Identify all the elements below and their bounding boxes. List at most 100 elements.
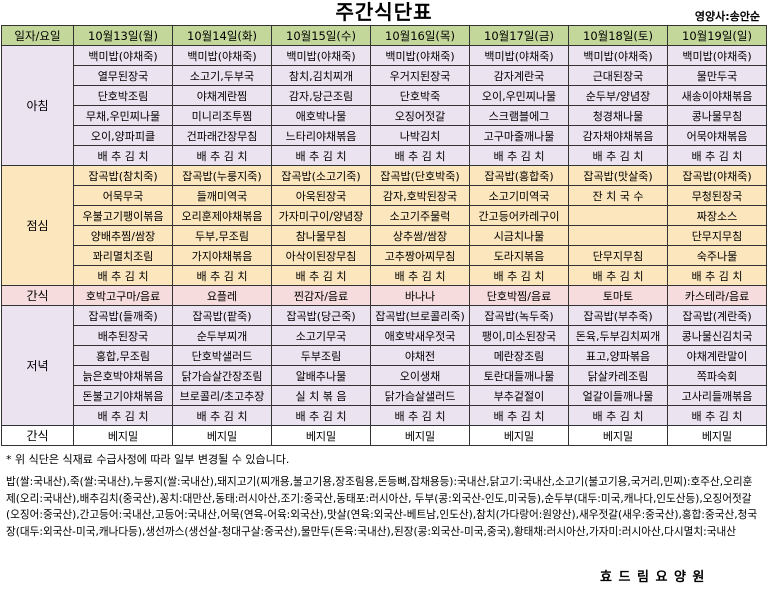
menu-row: 아침 백미밥(야채죽) 백미밥(야채죽) 백미밥(야채죽) 백미밥(야채죽) 백미밥(야채… (1, 45, 767, 166)
menu-cell: 잡곡밥(누룽지죽) (172, 165, 272, 186)
menu-cell: 잔 치 국 수 (568, 185, 668, 206)
menu-cell: 감자,호박된장국 (370, 185, 470, 206)
menu-cell: 배 추 김 치 (469, 405, 569, 426)
menu-cell: 애호박나물 (271, 105, 371, 126)
menu-cell: 배 추 김 치 (271, 265, 371, 286)
menu-cell: 실 치 볶 음 (271, 385, 371, 406)
menu-row: 오이,양파피클 건파래간장무침 느타리야채볶음 나박김치 고구마줄깨나물 감자채야채볶음 어… (2, 125, 767, 146)
menu-cell: 배 추 김 치 (271, 405, 371, 426)
menu-cell: 꽈리멸치조림 (73, 245, 173, 266)
menu-row: 우불고기팽이볶음 오리훈제야채볶음 가자미구이/양념장 소고기주물럭 간고등어카레구이 짜… (2, 205, 767, 226)
menu-cell: 부추겉절이 (469, 385, 569, 406)
menu-row: 무채,우민찌나물 미니리조투찜 애호박나물 오징어젓갈 스크램블에그 청경채나물 콩나물무침 (2, 105, 767, 126)
menu-cell: 상추쌈/쌈장 (370, 225, 470, 246)
menu-cell: 야채계란찜 (172, 85, 272, 106)
menu-row: 어묵무국 들깨미역국 아욱된장국 감자,호박된장국 소고기미역국 잔 치 국 수 무청된장국 (2, 185, 767, 206)
menu-cell: 홍합,무조림 (73, 345, 173, 366)
menu-row: 간식 호박고구마/음료 요플레 찐감자/음료 바나나 단호박찜/음료 토마토 카스테라/음료 (1, 285, 767, 306)
menu-cell: 야채계란말이 (667, 345, 767, 366)
menu-cell: 콩나물신김치국 (667, 325, 767, 346)
menu-cell: 카스테라/음료 (667, 285, 767, 306)
menu-cell: 오이생채 (370, 365, 470, 386)
menu-row: 열무된장국 소고기,두부국 참치,김치찌개 우거지된장국 감자계란국 근대된장국 물만두국 (2, 65, 767, 86)
meal-label: 아침 (1, 45, 74, 166)
menu-cell: 간고등어카레구이 (469, 205, 569, 226)
footer: 효 드 림 요 양 원 (600, 570, 706, 585)
menu-row: 단호박조림 야채계란찜 감자,당근조림 단호박죽 오이,우민찌나물 순두부/양념장 새송이야… (2, 85, 767, 106)
header-cell: 10월15일(수) (271, 25, 371, 46)
menu-cell: 느타리야채볶음 (271, 125, 371, 146)
menu-cell: 배 추 김 치 (667, 265, 767, 286)
menu-cell: 쪽파숙회 (667, 365, 767, 386)
menu-cell: 배 추 김 치 (568, 405, 668, 426)
menu-cell: 잡곡밥(홍합죽) (469, 165, 569, 186)
menu-cell: 배 추 김 치 (73, 145, 173, 166)
menu-cell: 잡곡밥(브로콜리죽) (370, 305, 470, 326)
menu-cell: 물만두국 (667, 65, 767, 86)
menu-cell: 도라지볶음 (469, 245, 569, 266)
menu-cell: 시금치나물 (469, 225, 569, 246)
note: * 위 식단은 식재료 수급사정에 따라 일부 변경될 수 있습니다. (6, 453, 290, 466)
menu-cell: 토란대들깨나물 (469, 365, 569, 386)
menu-cell: 짜장소스 (667, 205, 767, 226)
menu-cell: 배 추 김 치 (667, 145, 767, 166)
menu-cell: 닭가슴살샐러드 (370, 385, 470, 406)
menu-cell: 청경채나물 (568, 105, 668, 126)
menu-cell: 돈불고기야채볶음 (73, 385, 173, 406)
title: 주간식단표 (335, 0, 433, 24)
menu-cell: 아삭이된장무침 (271, 245, 371, 266)
menu-cell: 야채전 (370, 345, 470, 366)
menu-cell: 숙주나물 (667, 245, 767, 266)
menu-cell: 오이,우민찌나물 (469, 85, 569, 106)
menu-cell: 닭살카레조림 (568, 365, 668, 386)
menu-cell: 찐감자/음료 (271, 285, 371, 306)
menu-row: 꽈리멸치조림 가지야채볶음 아삭이된장무침 고추짱아찌무침 도라지볶음 단무지무침 숙주나물 (2, 245, 767, 266)
menu-cell: 돈육,두부김치찌개 (568, 325, 668, 346)
menu-cell: 바나나 (370, 285, 470, 306)
menu-cell: 잡곡밥(단호박죽) (370, 165, 470, 186)
menu-cell: 잡곡밥(참치죽) (73, 165, 173, 186)
menu-cell: 배 추 김 치 (73, 265, 173, 286)
menu-cell: 미니리조투찜 (172, 105, 272, 126)
menu-cell: 어묵무국 (73, 185, 173, 206)
menu-cell: 무채,우민찌나물 (73, 105, 173, 126)
menu-cell: 백미밥(야채죽) (271, 45, 371, 66)
menu-cell: 단호박샐러드 (172, 345, 272, 366)
menu-cell: 베지밀 (667, 425, 767, 446)
menu-row: 홍합,무조림 단호박샐러드 두부조림 야채전 메란장조림 표고,양파볶음 야채계란말이 (2, 345, 767, 366)
meal-label: 간식 (1, 285, 74, 306)
menu-cell: 근대된장국 (568, 65, 668, 86)
menu-cell: 잡곡밥(소고기죽) (271, 165, 371, 186)
menu-cell: 닭가슴살간장조림 (172, 365, 272, 386)
menu-cell: 단호박조림 (73, 85, 173, 106)
menu-cell: 배 추 김 치 (667, 405, 767, 426)
menu-cell: 배 추 김 치 (172, 405, 272, 426)
menu-cell: 콩나물무침 (667, 105, 767, 126)
header-cell: 10월14일(화) (172, 25, 272, 46)
menu-cell: 백미밥(야채죽) (469, 45, 569, 66)
meal-label: 간식 (1, 425, 74, 446)
menu-row: 저녁 잡곡밥(들깨죽) 잡곡밥(팥죽) 잡곡밥(당근죽) 잡곡밥(브로콜리죽) 잡곡밥(녹… (1, 305, 767, 426)
menu-cell: 배 추 김 치 (172, 145, 272, 166)
menu-cell: 베지밀 (271, 425, 371, 446)
menu-cell: 감자,당근조림 (271, 85, 371, 106)
menu-cell: 잡곡밥(부추죽) (568, 305, 668, 326)
menu-cell: 잡곡밥(야채죽) (667, 165, 767, 186)
menu-cell: 건파래간장무침 (172, 125, 272, 146)
menu-cell: 백미밥(야채죽) (370, 45, 470, 66)
origin-info: 밥(쌀:국내산),죽(쌀:국내산),누룽지(쌀:국내산),돼지고기(찌개용,불고… (6, 476, 758, 538)
menu-cell: 팽이,미소된장국 (469, 325, 569, 346)
menu-cell: 양배추찜/쌈장 (73, 225, 173, 246)
menu-cell: 백미밥(야채죽) (568, 45, 668, 66)
menu-row: 양배추찜/쌈장 두부,무조림 참나물무침 상추쌈/쌈장 시금치나물 단무지무침 (2, 225, 767, 246)
menu-cell: 감자계란국 (469, 65, 569, 86)
menu-cell: 우거지된장국 (370, 65, 470, 86)
menu-cell: 소고기,두부국 (172, 65, 272, 86)
menu-cell: 잡곡밥(녹두죽) (469, 305, 569, 326)
menu-cell (568, 205, 668, 226)
menu-cell: 배 추 김 치 (271, 145, 371, 166)
menu-cell: 새송이야채볶음 (667, 85, 767, 106)
menu-cell: 두부조림 (271, 345, 371, 366)
